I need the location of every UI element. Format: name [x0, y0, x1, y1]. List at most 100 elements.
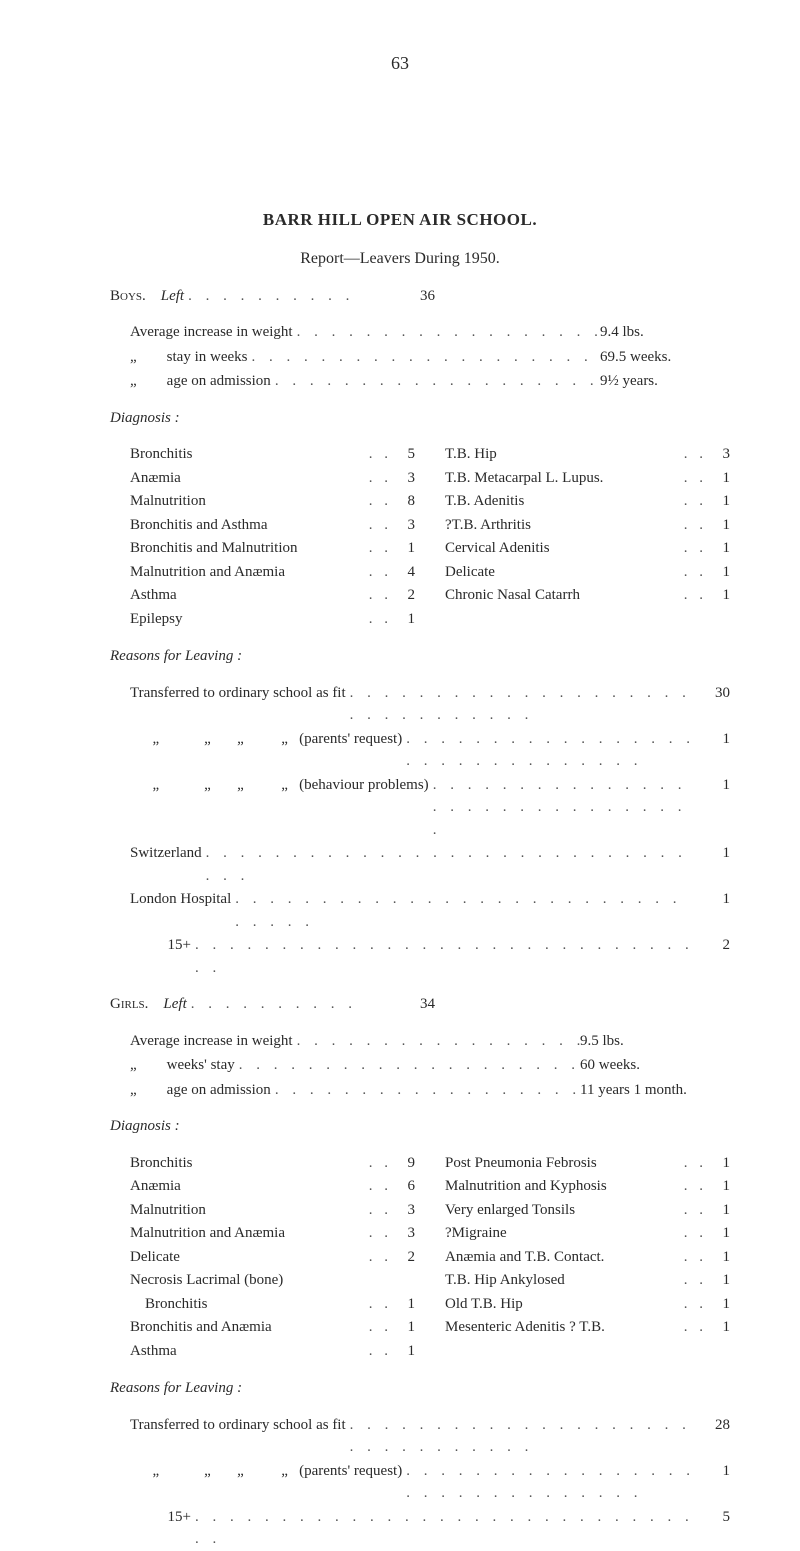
leader-dots: . . . . . . . . . . [187, 993, 420, 1016]
leader-dots: . . [366, 1199, 395, 1222]
boys-diagnosis-cols: Bronchitis. .5Anæmia. .3Malnutrition. .8… [70, 443, 730, 631]
average-label: Average increase in weight [130, 1030, 293, 1053]
leader-dots: . . [366, 537, 395, 560]
reason-row: Transferred to ordinary school as fit. .… [130, 682, 730, 727]
diagnosis-label: Anæmia [130, 1175, 366, 1198]
reason-label: London Hospital [130, 888, 231, 933]
reason-value: 1 [700, 842, 730, 887]
average-label: „ age on admission [130, 370, 271, 393]
average-value: 11 years 1 month. [580, 1079, 730, 1102]
girls-reasons-title: Reasons for Leaving : [110, 1377, 730, 1400]
average-label: Average increase in weight [130, 321, 293, 344]
girls-diagnosis-left: Bronchitis. .9Anæmia. .6Malnutrition. .3… [130, 1152, 415, 1364]
diagnosis-label: Chronic Nasal Catarrh [445, 584, 681, 607]
diagnosis-value: 1 [710, 1269, 730, 1292]
average-row: „ age on admission. . . . . . . . . . . … [130, 370, 730, 393]
leader-dots: . . [366, 467, 395, 490]
reason-row: „ „ „ „ (behaviour problems). . . . . . … [130, 774, 730, 842]
diagnosis-label: Malnutrition and Kyphosis [445, 1175, 681, 1198]
reason-row: Transferred to ordinary school as fit. .… [130, 1414, 730, 1459]
leader-dots: . . . . . . . . . . . . . . . . . . . . … [346, 1414, 700, 1459]
diagnosis-row: T.B. Adenitis. .1 [445, 490, 730, 513]
boys-reasons-list: Transferred to ordinary school as fit. .… [70, 682, 730, 980]
diagnosis-value: 5 [395, 443, 415, 466]
diagnosis-label: Bronchitis [130, 1152, 366, 1175]
diagnosis-label: ?T.B. Arthritis [445, 514, 681, 537]
diagnosis-label: Bronchitis and Malnutrition [130, 537, 366, 560]
diagnosis-row: Bronchitis. .1 [130, 1293, 415, 1316]
diagnosis-value: 1 [395, 1293, 415, 1316]
leader-dots: . . . . . . . . . . . . . . . . . . . . … [231, 888, 700, 933]
reason-value: 1 [700, 774, 730, 842]
diagnosis-row: Asthma. .1 [130, 1340, 415, 1363]
leader-dots: . . . . . . . . . . . . . . . . . . . . … [271, 370, 600, 393]
diagnosis-value: 1 [395, 1340, 415, 1363]
leader-dots: . . [681, 1246, 710, 1269]
boys-left-row: Boys. Left . . . . . . . . . . 36 [70, 285, 730, 308]
average-row: Average increase in weight. . . . . . . … [130, 1030, 730, 1053]
average-value: 9½ years. [600, 370, 730, 393]
reason-value: 1 [700, 1460, 730, 1505]
diagnosis-value: 3 [395, 467, 415, 490]
diagnosis-row: Malnutrition and Kyphosis. .1 [445, 1175, 730, 1198]
diagnosis-label: Delicate [445, 561, 681, 584]
diagnosis-label: Bronchitis and Anæmia [130, 1316, 366, 1339]
diagnosis-row: Necrosis Lacrimal (bone) [130, 1269, 415, 1292]
diagnosis-label: T.B. Hip Ankylosed [445, 1269, 681, 1292]
leader-dots: . . . . . . . . . . . . . . . . . . . . … [402, 728, 700, 773]
diagnosis-row: T.B. Hip. .3 [445, 443, 730, 466]
page-number: 63 [70, 50, 730, 77]
diagnosis-row: Anæmia. .3 [130, 467, 415, 490]
girls-label: Girls. [110, 996, 148, 1012]
diagnosis-row: T.B. Metacarpal L. Lupus.. .1 [445, 467, 730, 490]
leader-dots: . . [366, 608, 395, 631]
diagnosis-value: 4 [395, 561, 415, 584]
diagnosis-label: Malnutrition [130, 490, 366, 513]
diagnosis-value: 1 [710, 490, 730, 513]
boys-averages: Average increase in weight . . . . . . . … [70, 321, 730, 393]
diagnosis-row: ?Migraine. .1 [445, 1222, 730, 1245]
girls-diagnosis-right: Post Pneumonia Febrosis. .1Malnutrition … [445, 1152, 730, 1364]
girls-averages: Average increase in weight. . . . . . . … [70, 1030, 730, 1102]
leader-dots: . . . . . . . . . . [184, 285, 420, 308]
diagnosis-label: Asthma [130, 1340, 366, 1363]
boys-reasons-title: Reasons for Leaving : [110, 645, 730, 668]
leader-dots: . . . . . . . . . . . . . . . . . . . . … [346, 682, 700, 727]
boys-reasons-section: Reasons for Leaving : [70, 645, 730, 668]
diagnosis-label: Malnutrition and Anæmia [130, 1222, 366, 1245]
reason-label: Transferred to ordinary school as fit [130, 1414, 346, 1459]
leader-dots: . . [366, 1222, 395, 1245]
diagnosis-label: Bronchitis [130, 1293, 366, 1316]
diagnosis-row: Delicate. .1 [445, 561, 730, 584]
leader-dots: . . [366, 443, 395, 466]
diagnosis-row: Very enlarged Tonsils. .1 [445, 1199, 730, 1222]
diagnosis-row: Epilepsy. .1 [130, 608, 415, 631]
leader-dots: . . [366, 1175, 395, 1198]
diagnosis-row: Bronchitis and Malnutrition. .1 [130, 537, 415, 560]
diagnosis-row: Malnutrition and Anæmia. .3 [130, 1222, 415, 1245]
diagnosis-value: 1 [710, 1293, 730, 1316]
leader-dots: . . [366, 514, 395, 537]
leader-dots: . . [366, 1340, 395, 1363]
diagnosis-label: Necrosis Lacrimal (bone) [130, 1269, 395, 1292]
diagnosis-value: 3 [395, 514, 415, 537]
diagnosis-label: T.B. Metacarpal L. Lupus. [445, 467, 681, 490]
diagnosis-value: 1 [710, 561, 730, 584]
diagnosis-row: Anæmia and T.B. Contact.. .1 [445, 1246, 730, 1269]
diagnosis-value: 1 [395, 537, 415, 560]
diagnosis-value: 3 [395, 1199, 415, 1222]
diagnosis-value: 1 [710, 537, 730, 560]
diagnosis-row: Malnutrition and Anæmia. .4 [130, 561, 415, 584]
girls-left-value: 34 [420, 993, 730, 1016]
leader-dots: . . [681, 537, 710, 560]
average-label: „ stay in weeks [130, 346, 247, 369]
diagnosis-row: Asthma. .2 [130, 584, 415, 607]
diagnosis-row: T.B. Hip Ankylosed. .1 [445, 1269, 730, 1292]
diagnosis-value: 1 [710, 1316, 730, 1339]
reason-row: „ „ „ „ (parents' request). . . . . . . … [130, 1460, 730, 1505]
girls-diagnosis-title: Diagnosis : [110, 1115, 730, 1138]
diagnosis-label: Bronchitis and Asthma [130, 514, 366, 537]
diagnosis-label: T.B. Hip [445, 443, 681, 466]
diagnosis-label: Malnutrition and Anæmia [130, 561, 366, 584]
diagnosis-value: 2 [395, 1246, 415, 1269]
